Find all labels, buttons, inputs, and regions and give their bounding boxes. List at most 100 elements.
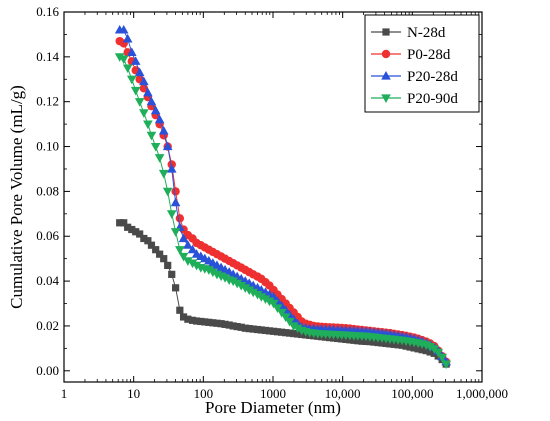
y-tick-label: 0.00 — [36, 363, 59, 378]
data-point — [183, 257, 193, 266]
data-point — [154, 114, 165, 124]
data-point — [437, 353, 447, 363]
data-point — [280, 313, 291, 322]
data-point — [358, 337, 366, 345]
data-point — [426, 348, 434, 356]
data-point — [209, 319, 217, 327]
data-point — [402, 342, 410, 350]
data-point — [166, 210, 177, 219]
data-point — [410, 344, 418, 352]
legend-marker — [381, 94, 391, 103]
data-point — [158, 125, 169, 135]
x-axis-title: Pore Diameter (nm) — [205, 398, 341, 417]
data-point — [156, 250, 164, 258]
data-point — [265, 327, 274, 335]
data-point — [249, 325, 257, 333]
data-point — [134, 98, 145, 107]
data-point — [136, 230, 144, 238]
data-point — [147, 241, 156, 249]
data-point — [204, 266, 214, 275]
data-point — [221, 320, 229, 328]
data-point — [152, 246, 160, 254]
x-tick-label: 10,000 — [325, 386, 361, 401]
data-point — [126, 75, 137, 85]
data-point — [118, 55, 129, 65]
data-point — [205, 318, 213, 326]
y-axis-title: Cumulative Pore Volume (mL/g) — [7, 85, 26, 309]
data-point — [179, 313, 188, 321]
data-point — [425, 342, 435, 352]
y-tick-label: 0.06 — [36, 228, 59, 243]
data-point — [261, 326, 270, 335]
data-point — [362, 337, 370, 346]
data-point — [248, 288, 259, 298]
data-point — [130, 86, 141, 96]
data-point — [139, 76, 149, 86]
data-point — [158, 169, 169, 179]
data-point — [252, 290, 263, 300]
data-point — [184, 315, 192, 323]
data-point — [294, 330, 302, 338]
data-point — [245, 325, 253, 333]
data-point — [191, 261, 202, 271]
data-point — [217, 320, 225, 328]
y-tick-label: 0.02 — [36, 318, 59, 333]
data-point — [146, 131, 157, 141]
data-point — [228, 277, 238, 287]
data-point — [164, 261, 172, 269]
data-point — [116, 219, 124, 227]
data-point — [233, 323, 241, 331]
legend-entry: N-28d — [371, 25, 446, 41]
legend-label: P0-28d — [407, 47, 451, 63]
y-tick-label: 0.08 — [36, 183, 59, 198]
legend-marker — [382, 28, 390, 36]
data-point — [118, 24, 129, 34]
data-point — [285, 329, 294, 337]
data-point — [269, 327, 278, 335]
legend-label: P20-28d — [407, 69, 458, 85]
data-point — [290, 329, 298, 338]
data-point — [237, 323, 245, 331]
data-point — [183, 240, 193, 249]
y-tick-label: 0.16 — [36, 4, 59, 19]
data-point — [441, 360, 451, 370]
data-point — [253, 325, 262, 334]
data-point — [197, 317, 205, 326]
data-point — [229, 322, 237, 330]
data-point — [170, 197, 181, 207]
data-point — [128, 225, 136, 234]
legend: N-28d P0-28d P20-28d P20-90d — [364, 14, 480, 113]
data-point — [114, 53, 125, 62]
data-point — [276, 308, 287, 318]
data-point — [284, 317, 295, 327]
data-point — [154, 154, 165, 163]
data-point — [232, 279, 242, 289]
data-point — [176, 306, 184, 314]
data-point — [178, 233, 189, 243]
y-tick-label: 0.12 — [36, 94, 59, 109]
data-point — [162, 187, 173, 197]
data-point — [433, 348, 443, 358]
data-point — [201, 318, 209, 326]
data-point — [139, 109, 149, 118]
data-point — [124, 223, 132, 231]
data-point — [146, 96, 157, 106]
data-point — [175, 246, 185, 255]
data-point — [213, 319, 221, 327]
data-point — [170, 228, 181, 237]
data-point — [268, 299, 279, 309]
data-point — [160, 255, 168, 263]
data-point — [240, 284, 251, 293]
data-point — [143, 87, 153, 97]
data-point — [273, 328, 282, 336]
data-point — [130, 56, 141, 65]
data-point — [241, 324, 249, 332]
data-point — [288, 322, 299, 331]
data-point — [166, 163, 177, 173]
x-tick-label: 1 — [61, 386, 68, 401]
x-axis-ticks: 1 10 100 1000 10,000 100,000 1,000,000 — [61, 12, 508, 401]
data-point — [172, 284, 180, 292]
data-point — [187, 259, 198, 269]
legend-label: P20-90d — [407, 91, 458, 107]
data-point — [236, 281, 247, 291]
